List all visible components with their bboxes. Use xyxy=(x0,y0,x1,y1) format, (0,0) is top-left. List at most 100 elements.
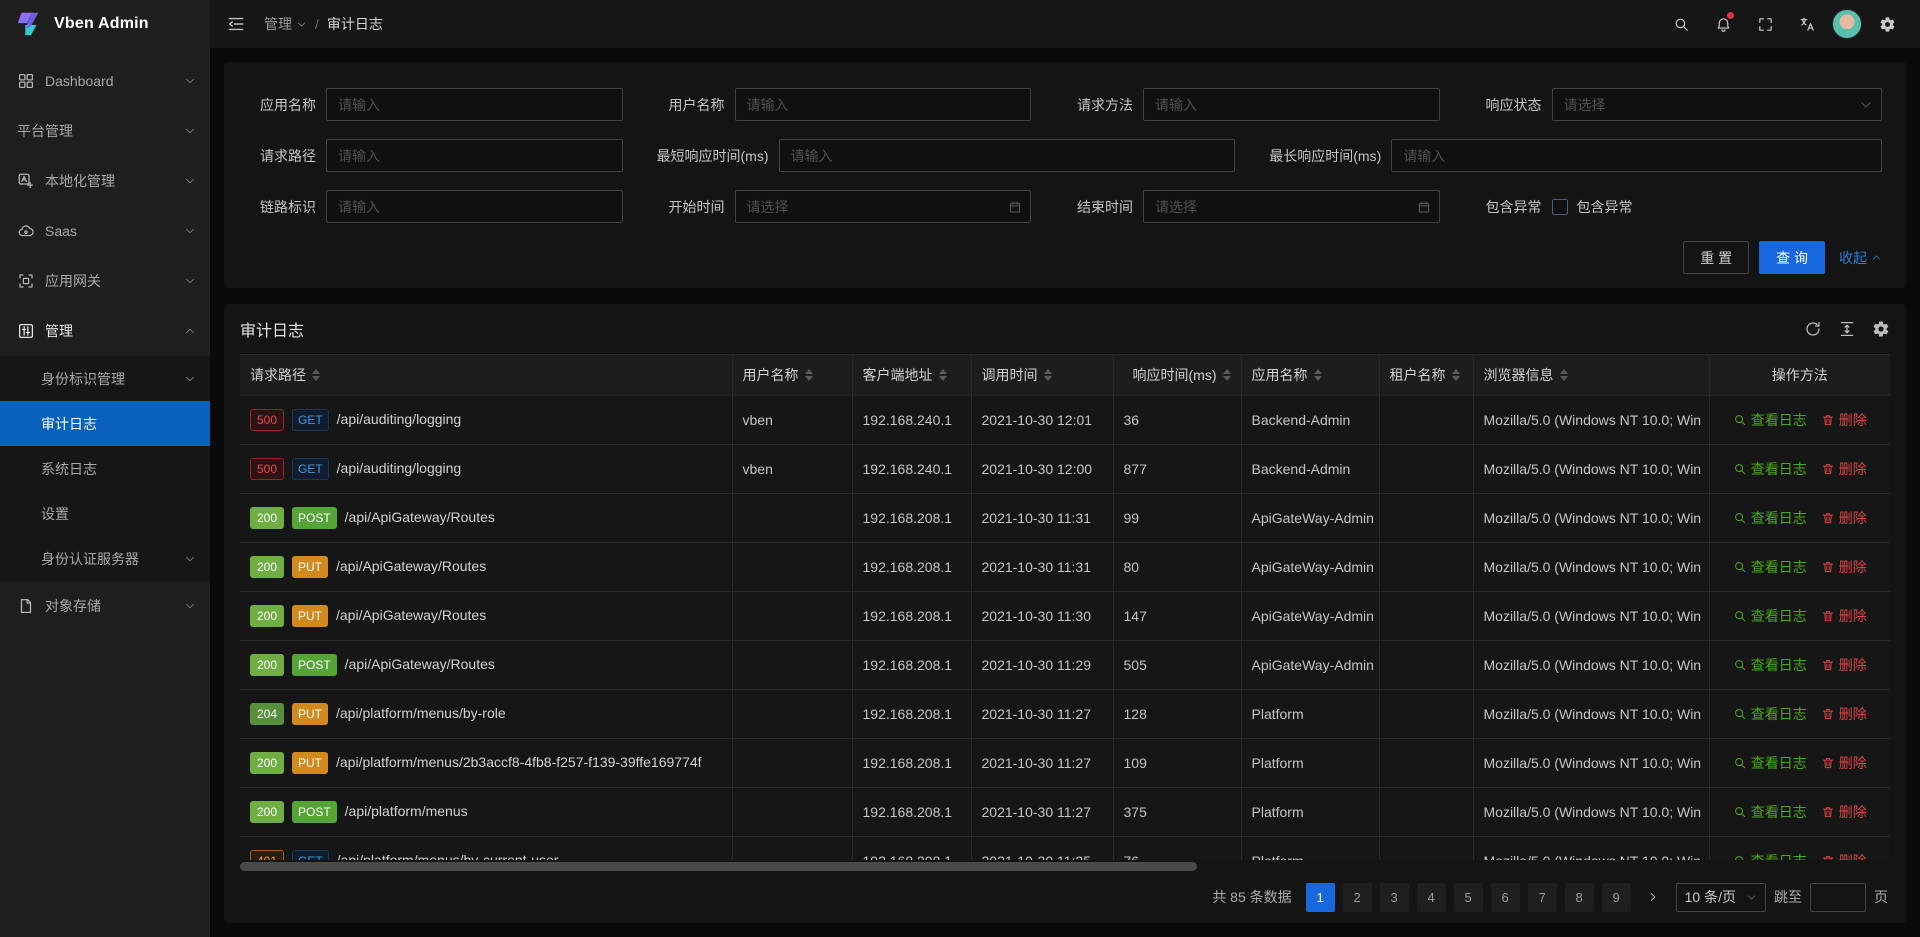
sidebar-item-label: 本地化管理 xyxy=(45,173,115,189)
min-response-time-input[interactable] xyxy=(778,139,1236,172)
delete-button[interactable]: 删除 xyxy=(1821,410,1867,430)
page-size-select[interactable]: 10 条/页 xyxy=(1675,882,1766,912)
logo[interactable]: Vben Admin xyxy=(0,0,210,48)
page-button-6[interactable]: 6 xyxy=(1490,882,1520,912)
delete-button[interactable]: 删除 xyxy=(1821,459,1867,479)
sidebar-item-Saas[interactable]: Saas xyxy=(0,206,210,256)
request-path-input[interactable] xyxy=(326,139,623,172)
notification-dot xyxy=(1727,12,1734,19)
sidebar-item-应用网关[interactable]: 应用网关 xyxy=(0,256,210,306)
page-button-5[interactable]: 5 xyxy=(1453,882,1483,912)
exception-checkbox[interactable] xyxy=(1551,198,1568,215)
page-button-4[interactable]: 4 xyxy=(1416,882,1446,912)
sidebar-item-对象存储[interactable]: 对象存储 xyxy=(0,581,210,631)
column-header-租户名称[interactable]: 租户名称 xyxy=(1379,355,1474,396)
end-time-picker[interactable] xyxy=(1143,190,1440,223)
trace-id-input[interactable] xyxy=(326,190,623,223)
delete-button[interactable]: 删除 xyxy=(1821,557,1867,577)
delete-button[interactable]: 删除 xyxy=(1821,851,1867,860)
max-response-time-input[interactable] xyxy=(1391,139,1882,172)
view-log-button[interactable]: 查看日志 xyxy=(1733,802,1807,822)
view-log-button[interactable]: 查看日志 xyxy=(1733,508,1807,528)
reset-button[interactable]: 重 置 xyxy=(1683,241,1750,274)
sort-carets-icon[interactable] xyxy=(1043,368,1052,381)
column-header-用户名称[interactable]: 用户名称 xyxy=(732,355,853,396)
trash-icon xyxy=(1821,511,1835,525)
exception-checkbox-label[interactable]: 包含异常 xyxy=(1576,198,1633,215)
sidebar-fold-icon[interactable] xyxy=(226,14,246,34)
sidebar-item-本地化管理[interactable]: 本地化管理 xyxy=(0,156,210,206)
sort-carets-icon[interactable] xyxy=(1451,368,1460,381)
search-button[interactable]: 查 询 xyxy=(1759,241,1825,274)
page-button-3[interactable]: 3 xyxy=(1379,882,1409,912)
sidebar-item-Dashboard[interactable]: Dashboard xyxy=(0,56,210,106)
response-status-select[interactable] xyxy=(1551,88,1882,121)
app-name-input[interactable] xyxy=(326,88,623,121)
search-icon[interactable] xyxy=(1664,7,1698,41)
column-header-调用时间[interactable]: 调用时间 xyxy=(971,355,1114,396)
column-settings-gear-icon[interactable] xyxy=(1872,320,1890,338)
delete-button[interactable]: 删除 xyxy=(1821,606,1867,626)
sidebar-item-审计日志[interactable]: 审计日志 xyxy=(0,401,210,446)
sidebar-item-管理[interactable]: 管理 xyxy=(0,306,210,356)
sidebar-item-系统日志[interactable]: 系统日志 xyxy=(0,446,210,491)
sidebar-item-身份认证服务器[interactable]: 身份认证服务器 xyxy=(0,536,210,581)
chevron-down-icon xyxy=(184,553,196,565)
view-log-button[interactable]: 查看日志 xyxy=(1733,410,1807,430)
column-header-浏览器信息[interactable]: 浏览器信息 xyxy=(1473,355,1710,396)
column-header-应用名称[interactable]: 应用名称 xyxy=(1241,355,1380,396)
sort-carets-icon[interactable] xyxy=(1313,368,1322,381)
delete-button[interactable]: 删除 xyxy=(1821,655,1867,675)
user-avatar[interactable] xyxy=(1832,9,1862,39)
field-label: 链路标识 xyxy=(260,198,316,215)
view-log-button[interactable]: 查看日志 xyxy=(1733,753,1807,773)
sort-carets-icon[interactable] xyxy=(1222,368,1231,381)
translate-icon[interactable] xyxy=(1790,7,1824,41)
page-button-1[interactable]: 1 xyxy=(1305,882,1335,912)
sidebar-item-平台管理[interactable]: 平台管理 xyxy=(0,106,210,156)
delete-button[interactable]: 删除 xyxy=(1821,753,1867,773)
chevron-up-icon xyxy=(184,325,196,337)
row-height-icon[interactable] xyxy=(1838,320,1856,338)
start-time-picker[interactable] xyxy=(734,190,1031,223)
table-header-bar: 审计日志 xyxy=(240,304,1890,354)
view-log-button[interactable]: 查看日志 xyxy=(1733,606,1807,626)
request-method-input[interactable] xyxy=(1143,88,1440,121)
delete-button[interactable]: 删除 xyxy=(1821,508,1867,528)
page-button-7[interactable]: 7 xyxy=(1527,882,1557,912)
page-button-8[interactable]: 8 xyxy=(1564,882,1594,912)
cell-browser: Mozilla/5.0 (Windows NT 10.0; Win xyxy=(1473,689,1710,739)
column-header-响应时间(ms)[interactable]: 响应时间(ms) xyxy=(1113,355,1242,396)
view-log-button[interactable]: 查看日志 xyxy=(1733,655,1807,675)
sidebar-item-设置[interactable]: 设置 xyxy=(0,491,210,536)
cell-user xyxy=(732,787,853,837)
view-log-button[interactable]: 查看日志 xyxy=(1733,557,1807,577)
page-button-2[interactable]: 2 xyxy=(1342,882,1372,912)
breadcrumb-current: 审计日志 xyxy=(326,16,383,32)
sort-carets-icon[interactable] xyxy=(938,368,947,381)
breadcrumb-root[interactable]: 管理 xyxy=(264,14,307,34)
column-header-请求路径[interactable]: 请求路径 xyxy=(240,355,733,396)
scrollbar-thumb[interactable] xyxy=(240,862,1197,871)
magnifier-icon xyxy=(1733,854,1747,860)
view-log-button[interactable]: 查看日志 xyxy=(1733,704,1807,724)
next-page-button[interactable] xyxy=(1639,883,1668,912)
sidebar-item-身份标识管理[interactable]: 身份标识管理 xyxy=(0,356,210,401)
sort-carets-icon[interactable] xyxy=(1559,368,1568,381)
user-name-input[interactable] xyxy=(734,88,1031,121)
column-header-客户端地址[interactable]: 客户端地址 xyxy=(852,355,972,396)
refresh-icon[interactable] xyxy=(1804,320,1822,338)
delete-button[interactable]: 删除 xyxy=(1821,704,1867,724)
sort-carets-icon[interactable] xyxy=(312,368,320,381)
sort-carets-icon[interactable] xyxy=(804,368,813,381)
notification-bell-icon[interactable] xyxy=(1706,7,1740,41)
collapse-link[interactable]: 收起 xyxy=(1839,248,1882,268)
horizontal-scrollbar[interactable] xyxy=(240,862,1890,871)
page-button-9[interactable]: 9 xyxy=(1601,882,1631,912)
view-log-button[interactable]: 查看日志 xyxy=(1733,851,1807,860)
view-log-button[interactable]: 查看日志 xyxy=(1733,459,1807,479)
settings-gear-icon[interactable] xyxy=(1870,7,1904,41)
delete-button[interactable]: 删除 xyxy=(1821,802,1867,822)
fullscreen-icon[interactable] xyxy=(1748,7,1782,41)
jump-page-input[interactable] xyxy=(1810,882,1866,912)
